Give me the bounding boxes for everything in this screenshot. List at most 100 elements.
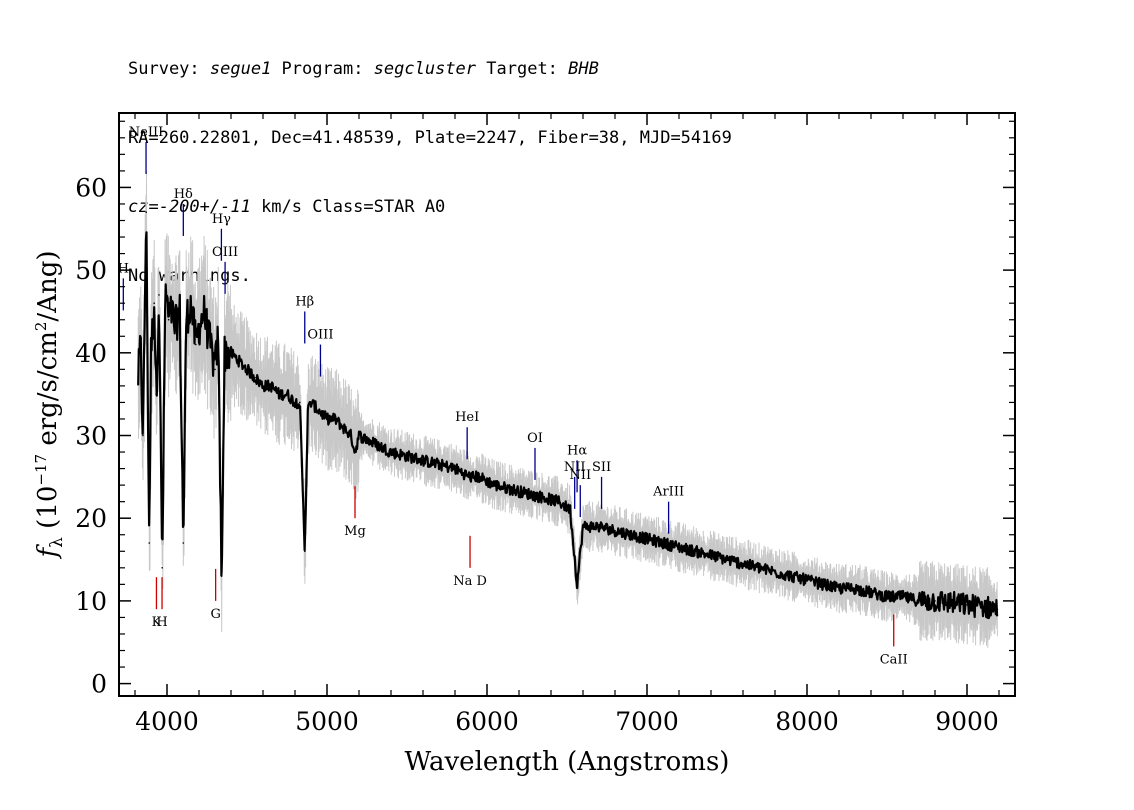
- data-point: [469, 476, 471, 478]
- data-point: [155, 393, 158, 396]
- data-point: [996, 608, 999, 610]
- data-point: [982, 605, 984, 608]
- data-point: [294, 401, 296, 404]
- data-point: [167, 318, 170, 321]
- emission-line-label: Hγ: [212, 212, 231, 227]
- data-point: [198, 327, 200, 329]
- data-point: [278, 393, 280, 396]
- emission-line-label: OI: [527, 431, 543, 446]
- data-point: [886, 596, 888, 598]
- data-point: [220, 575, 223, 577]
- data-point: [510, 488, 512, 491]
- x-tick-label: 5000: [295, 707, 359, 736]
- absorption-line-label: G: [210, 607, 220, 622]
- data-point: [614, 529, 616, 532]
- class-value: km/s Class=STAR A0: [250, 197, 446, 217]
- data-point: [790, 575, 792, 577]
- header-line-2: RA=260.22801, Dec=41.48539, Plate=2247, …: [128, 128, 732, 148]
- data-point: [438, 463, 440, 466]
- data-point: [262, 385, 264, 387]
- data-point: [350, 434, 352, 437]
- data-point: [137, 376, 139, 379]
- data-point: [174, 327, 176, 329]
- data-point: [223, 352, 226, 354]
- data-point: [576, 583, 578, 586]
- data-point: [203, 310, 205, 313]
- data-point: [406, 455, 408, 458]
- y-tick-label: 60: [75, 173, 107, 202]
- target-label: Target:: [476, 59, 569, 79]
- data-point: [569, 509, 571, 511]
- data-point: [358, 434, 360, 437]
- data-point: [307, 409, 309, 412]
- data-point: [217, 335, 219, 338]
- y-tick-label: 10: [75, 587, 107, 616]
- data-point: [238, 360, 240, 362]
- data-point: [190, 302, 192, 305]
- data-point: [354, 451, 356, 453]
- redshift-value: cz=-200+/-11: [128, 197, 251, 217]
- data-point: [310, 401, 312, 404]
- program-value: segcluster: [373, 59, 477, 79]
- data-point: [171, 310, 173, 313]
- data-point: [822, 583, 824, 586]
- data-point: [950, 601, 952, 604]
- data-point: [694, 550, 696, 553]
- data-point: [207, 335, 210, 338]
- emission-line-label: SII: [592, 460, 611, 475]
- absorption-line-label: H: [156, 615, 167, 630]
- emission-line-label: Hβ: [295, 294, 314, 309]
- emission-line-label: HeI: [455, 410, 479, 425]
- data-point: [150, 352, 152, 354]
- data-point: [422, 459, 424, 462]
- emission-line-label: NII: [569, 468, 591, 483]
- data-point: [161, 567, 163, 569]
- data-point: [494, 484, 496, 486]
- axis-ticks: 4000 5000 6000 7000 8000 9000 0 10 20 30 40 50 60: [75, 113, 1015, 736]
- noise-band: [137, 170, 998, 648]
- emission-line-label: OIII: [212, 245, 238, 260]
- data-point: [646, 538, 648, 540]
- emission-line-label: NeIII: [129, 125, 163, 140]
- data-point: [318, 409, 320, 412]
- plot-frame: [118, 112, 1016, 697]
- data-point: [870, 591, 872, 594]
- data-point: [902, 596, 904, 598]
- x-tick-label: 7000: [615, 707, 679, 736]
- spectral-line-markers: NeIIIHHδHγOIIIHβOIIIHeIOINIIHαNIISIIArII…: [118, 125, 908, 667]
- data-point: [758, 567, 760, 569]
- spectrum-series-layer: [137, 211, 999, 620]
- data-point: [390, 451, 392, 453]
- y-tick-label: 30: [75, 422, 107, 451]
- data-point: [934, 600, 936, 602]
- data-point: [148, 542, 150, 544]
- data-point: [326, 418, 328, 420]
- data-point: [558, 500, 560, 503]
- y-axis-title: fλ (10−17 erg/s/cm2/Ang): [32, 251, 67, 560]
- data-point: [153, 302, 155, 305]
- emission-line-label: OIII: [307, 328, 333, 343]
- emission-line-label: Hα: [567, 443, 587, 458]
- data-point: [678, 546, 680, 548]
- data-point: [214, 368, 216, 371]
- data-point: [966, 604, 968, 606]
- absorption-line-label: Mg: [344, 524, 366, 539]
- data-point: [742, 562, 744, 565]
- emission-line-label: ArIII: [652, 485, 684, 500]
- data-point: [630, 533, 632, 536]
- data-point: [662, 542, 664, 544]
- data-point: [582, 525, 584, 528]
- x-tick-label: 6000: [455, 707, 519, 736]
- y-tick-label: 0: [91, 670, 107, 699]
- absorption-line-label: CaII: [880, 652, 908, 667]
- data-point: [195, 343, 197, 346]
- data-point: [145, 211, 147, 213]
- data-point: [230, 352, 232, 354]
- y-tick-label: 40: [75, 339, 107, 368]
- data-point: [185, 318, 187, 321]
- data-point: [454, 467, 456, 470]
- survey-value: segue1: [209, 59, 272, 79]
- data-point: [139, 343, 142, 346]
- data-point: [299, 401, 301, 404]
